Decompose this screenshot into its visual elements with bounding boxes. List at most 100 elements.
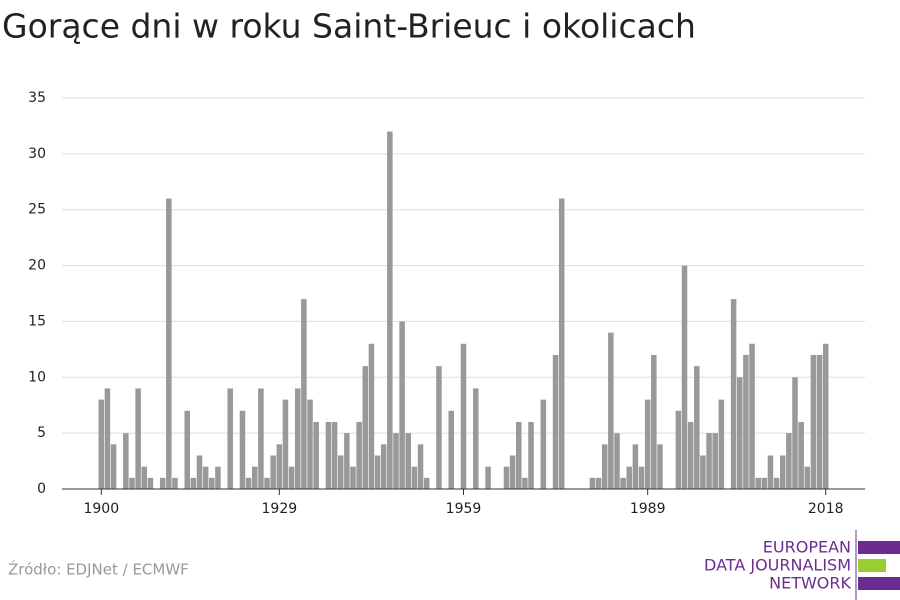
bar (694, 366, 700, 489)
bar (368, 343, 375, 489)
bar (190, 477, 197, 489)
bar (98, 399, 105, 489)
bar (730, 299, 737, 489)
bar (215, 466, 221, 489)
bar (104, 388, 111, 489)
bar (736, 377, 743, 489)
bar (620, 477, 626, 489)
bar (515, 421, 522, 489)
bar (700, 455, 706, 489)
bar (675, 410, 682, 489)
bar (411, 466, 418, 489)
bar (485, 466, 491, 489)
bar (325, 421, 332, 489)
bar (626, 466, 633, 489)
bar (356, 421, 362, 489)
x-tick-label: 1989 (630, 501, 666, 517)
bar (288, 466, 295, 489)
bar (307, 399, 313, 489)
y-tick-label: 0 (37, 481, 46, 497)
bar (123, 433, 129, 489)
bar (687, 421, 694, 489)
bar (294, 388, 301, 489)
x-tick-label: 1900 (83, 501, 119, 517)
bar (374, 455, 381, 489)
bar (558, 198, 565, 490)
bar (282, 399, 289, 489)
bar (393, 433, 399, 489)
bar (706, 433, 712, 489)
bar (743, 354, 749, 489)
x-tick-label: 2018 (808, 501, 844, 517)
y-tick-label: 35 (28, 90, 46, 106)
y-tick-label: 25 (28, 202, 46, 218)
bar (344, 433, 350, 489)
bar (822, 343, 829, 489)
bar (614, 433, 620, 489)
bar (460, 343, 467, 489)
bar (147, 477, 154, 489)
bar (380, 444, 387, 489)
bar (166, 198, 172, 490)
logo-bar (858, 577, 900, 590)
bar (405, 433, 412, 489)
bar (755, 477, 761, 489)
bar (331, 421, 338, 489)
logo-text: DATA JOURNALISM (704, 556, 851, 575)
bar (399, 321, 405, 489)
bar (589, 477, 596, 489)
bar (657, 444, 663, 489)
bar (301, 299, 307, 489)
bar (779, 455, 786, 489)
y-tick-label: 5 (37, 425, 46, 441)
bar (129, 477, 135, 489)
logo-bar (858, 559, 886, 572)
x-tick-label: 1959 (446, 501, 482, 517)
y-tick-label: 10 (28, 369, 46, 385)
bar (196, 455, 203, 489)
bar (509, 455, 516, 489)
bar (767, 455, 774, 489)
bar (245, 477, 252, 489)
bar (638, 466, 645, 489)
bar (608, 332, 614, 489)
logo-bar (858, 541, 900, 554)
bar (264, 477, 270, 489)
bar (522, 477, 528, 489)
bar (773, 477, 780, 489)
bar (448, 410, 454, 489)
bar (632, 444, 639, 489)
bar (712, 433, 718, 489)
bar (184, 410, 191, 489)
bar (423, 477, 430, 489)
bar (749, 343, 755, 489)
bar (239, 410, 246, 489)
bar (276, 444, 283, 489)
bar (473, 388, 479, 489)
bar (227, 388, 233, 489)
bar (718, 399, 725, 489)
bar (110, 444, 117, 489)
bar (417, 444, 424, 489)
bar (503, 466, 510, 489)
bar (792, 377, 798, 489)
chart-title: Gorące dni w roku Saint-Brieuc i okolica… (2, 7, 696, 46)
bar (141, 466, 148, 489)
logo-text: NETWORK (769, 574, 851, 593)
source: Źródło: EDJNet / ECMWF (8, 560, 189, 579)
bar (644, 399, 651, 489)
bar (601, 444, 608, 489)
bar (552, 354, 559, 489)
bar (270, 455, 276, 489)
bar (810, 354, 817, 489)
bar (804, 466, 811, 489)
bar (540, 399, 547, 489)
bar (816, 354, 823, 489)
bar (798, 421, 804, 489)
logo-text: EUROPEAN (763, 538, 851, 557)
x-tick-label: 1929 (262, 501, 298, 517)
bar (258, 388, 264, 489)
bar (202, 466, 209, 489)
bar (528, 421, 534, 489)
